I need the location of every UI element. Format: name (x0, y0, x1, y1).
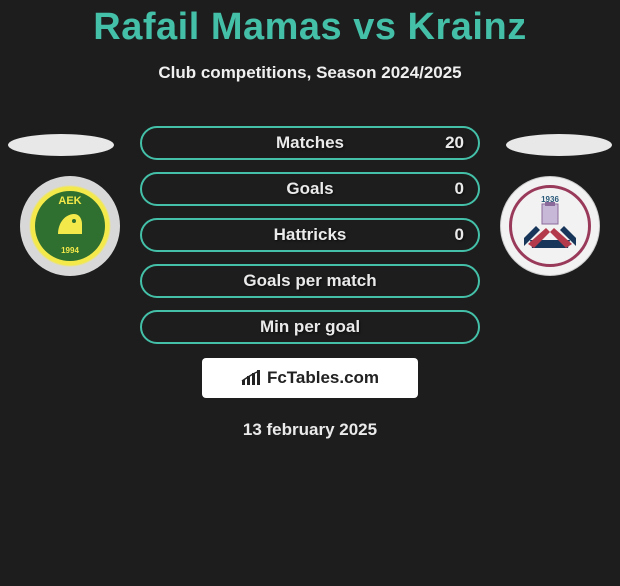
stat-label: Min per goal (260, 317, 360, 337)
stat-row-hattricks: Hattricks 0 (140, 218, 480, 252)
left-team-badge: AEK 1994 (20, 176, 120, 276)
right-player-name-pill (506, 134, 612, 156)
left-player-name-pill (8, 134, 114, 156)
watermark: FcTables.com (202, 358, 418, 398)
stat-label: Matches (276, 133, 344, 153)
stat-label: Hattricks (274, 225, 347, 245)
watermark-chart-icon (241, 370, 261, 386)
stat-row-goals: Goals 0 (140, 172, 480, 206)
stat-label: Goals per match (243, 271, 376, 291)
right-team-badge: 1936 (500, 176, 600, 276)
watermark-text: FcTables.com (267, 368, 379, 388)
left-team-badge-inner: AEK 1994 (35, 191, 105, 261)
page-title: Rafail Mamas vs Krainz (0, 6, 620, 49)
right-badge-icon: 1936 (512, 188, 588, 264)
left-badge-icon (52, 208, 88, 244)
subtitle: Club competitions, Season 2024/2025 (0, 63, 620, 83)
stat-value-right: 0 (455, 179, 464, 199)
stat-row-min-per-goal: Min per goal (140, 310, 480, 344)
stat-value-right: 20 (445, 133, 464, 153)
stat-value-right: 0 (455, 225, 464, 245)
right-team-badge-inner: 1936 (509, 185, 591, 267)
stat-row-goals-per-match: Goals per match (140, 264, 480, 298)
stats-column: Matches 20 Goals 0 Hattricks 0 Goals per… (140, 126, 480, 440)
stat-row-matches: Matches 20 (140, 126, 480, 160)
stat-label: Goals (286, 179, 333, 199)
left-badge-label-top: AEK (58, 195, 81, 207)
date: 13 february 2025 (140, 420, 480, 440)
left-badge-year: 1994 (61, 246, 79, 255)
